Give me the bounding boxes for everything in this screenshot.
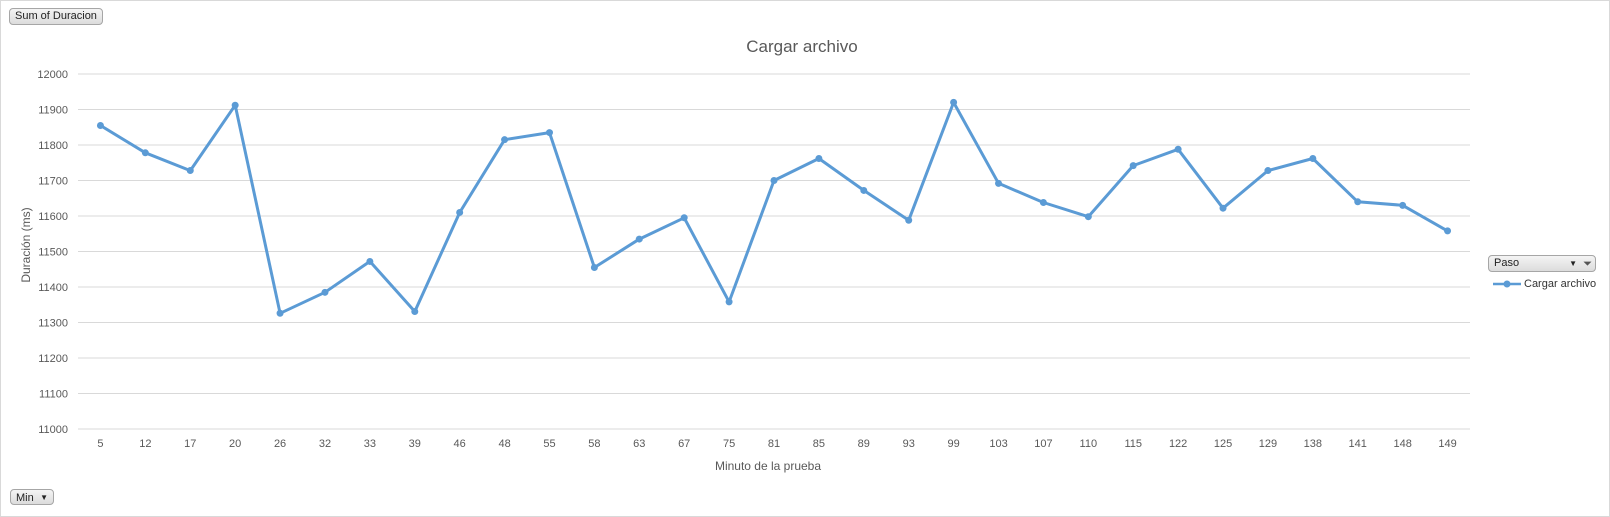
dropdown-arrow-icon: ▼ bbox=[40, 493, 48, 502]
y-tick-label: 11500 bbox=[38, 247, 68, 259]
data-point bbox=[545, 129, 553, 137]
x-tick-label: 75 bbox=[723, 438, 735, 450]
x-tick-label: 46 bbox=[454, 438, 466, 450]
data-point bbox=[231, 101, 239, 109]
data-point bbox=[860, 186, 868, 194]
legend-label: Cargar archivo bbox=[1524, 278, 1597, 290]
dropdown-arrow-icon: ▼ bbox=[1569, 259, 1577, 268]
series-line-cargar-archivo bbox=[99, 100, 1449, 315]
data-point bbox=[725, 298, 733, 306]
data-point bbox=[590, 263, 598, 271]
value-field-label: Sum of Duracion bbox=[15, 10, 97, 22]
legend-field-label: Paso bbox=[1494, 257, 1520, 269]
data-point bbox=[186, 167, 194, 175]
x-axis-label: Minuto de la prueba bbox=[715, 459, 821, 473]
data-point bbox=[635, 235, 643, 243]
y-tick-label: 11300 bbox=[38, 318, 68, 330]
data-point bbox=[770, 177, 778, 184]
x-tick-label: 149 bbox=[1438, 438, 1456, 450]
data-point bbox=[815, 154, 823, 162]
y-tick-label: 11400 bbox=[38, 282, 68, 294]
axis-field-label: Min bbox=[16, 492, 34, 504]
x-tick-label: 32 bbox=[319, 438, 331, 450]
x-tick-label: 115 bbox=[1124, 438, 1142, 450]
data-point bbox=[141, 149, 149, 157]
data-point bbox=[501, 136, 509, 144]
x-tick-label: 89 bbox=[858, 438, 870, 450]
x-tick-label: 26 bbox=[274, 438, 286, 450]
x-tick-label: 99 bbox=[947, 438, 959, 450]
data-point bbox=[995, 179, 1003, 187]
x-tick-label: 138 bbox=[1304, 438, 1322, 450]
x-tick-label: 103 bbox=[989, 438, 1007, 450]
y-axis-ticks: 11000 11100 11200 11300 11400 11500 11600 11700… bbox=[37, 69, 68, 436]
data-point bbox=[1174, 145, 1182, 153]
data-point bbox=[1129, 162, 1137, 170]
data-point bbox=[950, 98, 958, 106]
legend-field-filter[interactable]: Paso ▼ ⏷ bbox=[1488, 255, 1596, 272]
filter-funnel-icon: ⏷ bbox=[1583, 258, 1592, 270]
data-points bbox=[96, 98, 1452, 317]
y-tick-label: 11900 bbox=[38, 105, 68, 117]
data-point bbox=[456, 208, 464, 216]
x-tick-label: 55 bbox=[543, 438, 555, 450]
data-point bbox=[1264, 167, 1272, 175]
x-tick-label: 63 bbox=[633, 438, 645, 450]
y-axis-label: Duración (ms) bbox=[19, 207, 33, 282]
y-tick-label: 11000 bbox=[38, 424, 68, 436]
data-point bbox=[680, 214, 688, 222]
x-tick-label: 12 bbox=[139, 438, 151, 450]
data-point bbox=[1399, 201, 1407, 209]
y-tick-label: 12000 bbox=[37, 69, 68, 81]
x-tick-label: 17 bbox=[184, 438, 196, 450]
x-tick-label: 48 bbox=[498, 438, 510, 450]
x-tick-label: 93 bbox=[903, 438, 915, 450]
data-point bbox=[905, 216, 913, 224]
y-tick-label: 11800 bbox=[38, 140, 68, 152]
x-tick-label: 125 bbox=[1214, 438, 1232, 450]
data-point bbox=[366, 257, 374, 265]
data-point bbox=[321, 288, 329, 296]
data-point bbox=[1219, 204, 1227, 212]
data-point bbox=[1084, 213, 1092, 221]
data-point bbox=[1354, 198, 1362, 206]
x-tick-label: 67 bbox=[678, 438, 690, 450]
x-tick-label: 129 bbox=[1259, 438, 1277, 450]
data-point bbox=[1039, 199, 1047, 207]
data-point bbox=[276, 309, 284, 317]
x-tick-label: 20 bbox=[229, 438, 241, 450]
x-tick-label: 110 bbox=[1080, 438, 1098, 450]
chart-title: Cargar archivo bbox=[746, 37, 858, 56]
y-tick-label: 11200 bbox=[38, 353, 68, 365]
legend-marker-icon bbox=[1493, 280, 1521, 288]
x-tick-label: 81 bbox=[768, 438, 780, 450]
x-tick-label: 5 bbox=[97, 438, 103, 450]
data-point bbox=[1309, 154, 1317, 162]
y-tick-label: 11100 bbox=[39, 389, 68, 401]
x-axis-ticks: 5 12 17 20 26 32 33 39 46 48 55 58 63 67 75 81 85 89 93 99 1… bbox=[97, 438, 1456, 450]
x-tick-label: 107 bbox=[1034, 438, 1052, 450]
x-tick-label: 122 bbox=[1169, 438, 1187, 450]
gridlines bbox=[78, 73, 1470, 430]
x-tick-label: 39 bbox=[409, 438, 421, 450]
axis-field-button[interactable]: Min ▼ bbox=[10, 489, 54, 505]
data-point bbox=[96, 121, 104, 129]
legend-entry: Cargar archivo bbox=[1492, 278, 1596, 290]
x-tick-label: 85 bbox=[813, 438, 825, 450]
y-tick-label: 11700 bbox=[38, 176, 68, 188]
y-tick-label: 11600 bbox=[38, 211, 68, 223]
value-field-button[interactable]: Sum of Duracion bbox=[9, 8, 103, 25]
x-tick-label: 148 bbox=[1393, 438, 1411, 450]
x-tick-label: 58 bbox=[588, 438, 600, 450]
data-point bbox=[1444, 227, 1452, 235]
x-tick-label: 141 bbox=[1349, 438, 1367, 450]
data-point bbox=[411, 307, 419, 315]
x-tick-label: 33 bbox=[364, 438, 376, 450]
